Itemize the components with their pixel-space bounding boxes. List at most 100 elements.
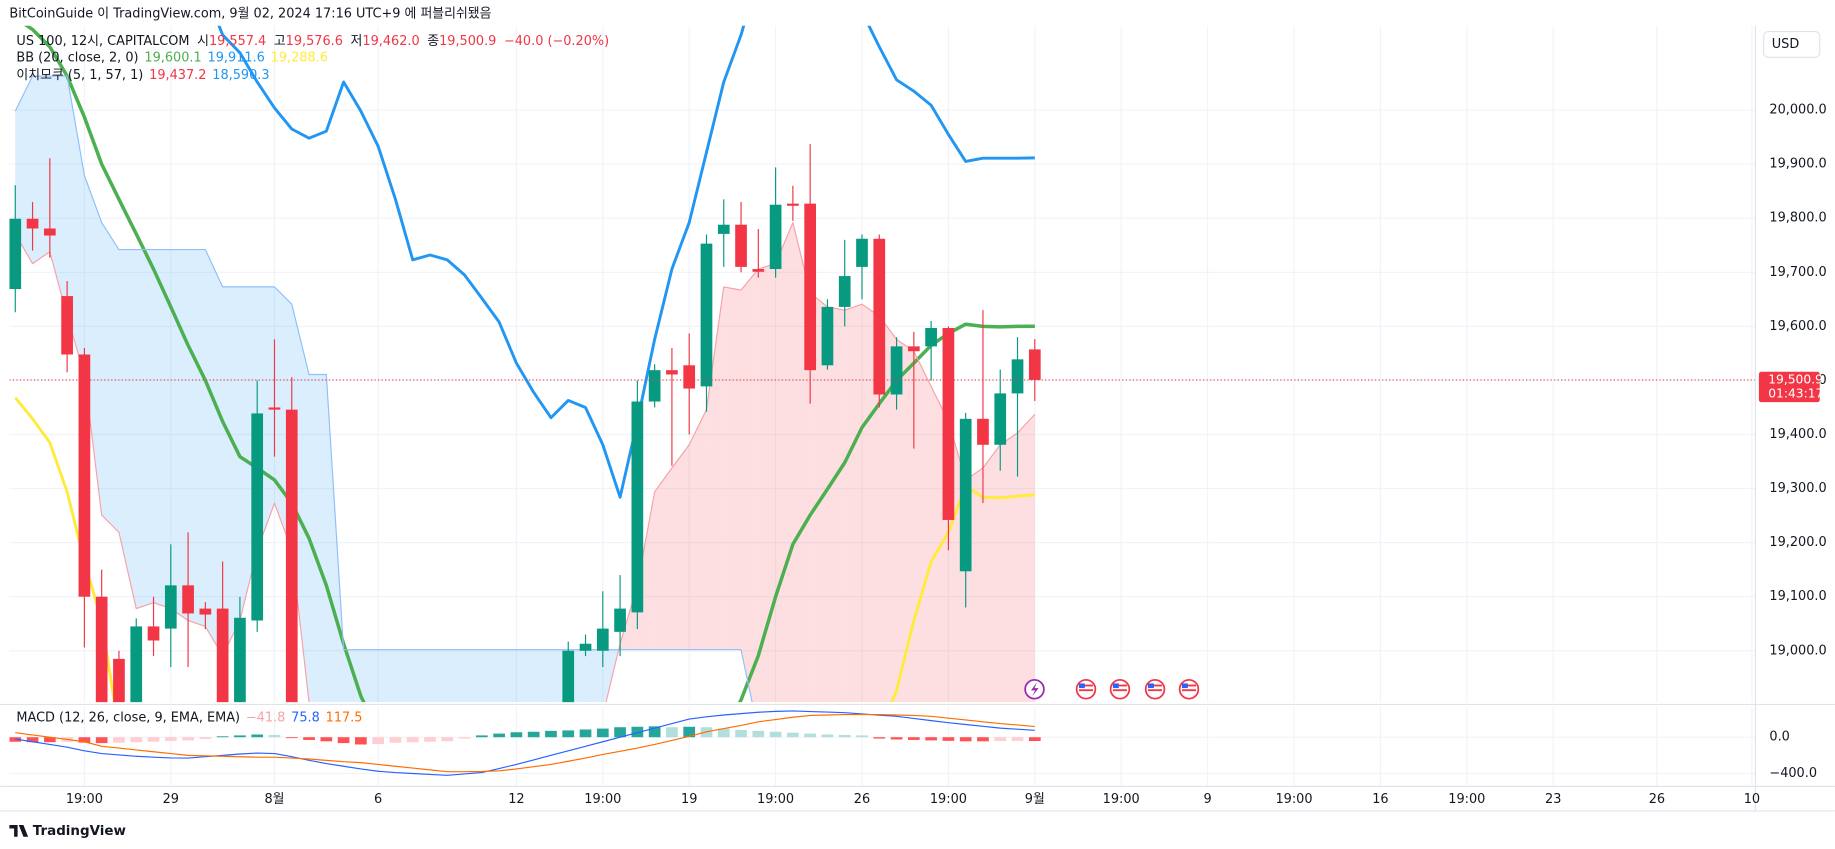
cloud-segment (982, 444, 1001, 703)
histogram-bar (285, 737, 298, 739)
publish-note: BitCoinGuide 이 TradingView.com, 9월 02, 2… (9, 7, 491, 22)
histogram-bar (1011, 737, 1024, 741)
cloud-segment (291, 304, 310, 703)
candle-body (130, 626, 143, 703)
histogram-bar (199, 737, 212, 740)
stripe (1181, 689, 1197, 692)
symbol: US 100, 12시, CAPITALCOM (16, 33, 189, 48)
x-tick-label: 26 (854, 792, 870, 807)
histogram-bar (234, 735, 246, 738)
macd-pane (9, 710, 1041, 776)
x-tick-label: 19:00 (66, 792, 103, 807)
cloud-segment (170, 249, 189, 621)
countdown-label: 01:43:17 (1768, 386, 1823, 400)
cloud-segment (499, 649, 517, 703)
cloud-segment (706, 286, 724, 650)
candle-body (752, 269, 765, 272)
indicator-legend: BB (20, close, 2, 0) 19,600.1 19,911.6 19,2… (16, 50, 327, 65)
cloud-segment (447, 649, 465, 703)
cloud-segment (222, 286, 240, 656)
brand: TradingView (33, 824, 126, 839)
currency-label[interactable]: USD (1772, 37, 1800, 52)
x-tick-label: 19 (681, 792, 697, 807)
candle-body (959, 418, 972, 572)
histogram-bar (1028, 737, 1041, 742)
flag-icon[interactable] (1075, 679, 1097, 700)
cloud-segment (343, 649, 361, 703)
histogram-bar (372, 737, 385, 745)
histogram-bar (182, 737, 194, 741)
histogram-bar (303, 737, 315, 740)
indicator-value: 19,437.2 (149, 67, 206, 82)
candle-body (614, 608, 626, 632)
y-tick-label: 19,800.0 (1769, 211, 1826, 226)
cloud-segment (412, 649, 431, 703)
histogram-bar (804, 733, 817, 738)
currency-button-box[interactable] (1762, 31, 1821, 58)
candle-body (199, 608, 212, 615)
candle-body (942, 327, 955, 520)
canton (1148, 683, 1154, 689)
y-tick-label: 19,400.0 (1769, 427, 1826, 442)
cloud-segment (101, 222, 119, 533)
currency-button[interactable]: USD (1762, 31, 1821, 58)
cloud-segment (15, 76, 33, 264)
histogram-bar (113, 737, 125, 743)
cloud-segment (723, 286, 742, 650)
histogram-bar (441, 737, 454, 742)
high-value: 19,576.6 (286, 33, 343, 48)
histogram-bar (147, 737, 160, 742)
flag-icon[interactable] (1178, 679, 1200, 700)
histogram-bar (666, 727, 678, 738)
candle-body (821, 306, 834, 366)
y-tick-label: 19,300.0 (1769, 481, 1826, 496)
histogram-bar (458, 737, 471, 739)
histogram-bar (43, 737, 56, 743)
cloud-segment (896, 339, 914, 703)
flag-icon[interactable] (1144, 679, 1166, 700)
candle-body (26, 218, 39, 229)
candle-body (700, 243, 713, 387)
ichimoku-line (14, 75, 753, 703)
cloud-segment (810, 292, 828, 703)
event-icons (1024, 679, 1200, 700)
candle-body (648, 370, 661, 402)
stripe (1148, 684, 1163, 687)
candle-body (61, 296, 73, 355)
x-tick-label: 19:00 (930, 792, 967, 807)
candle-body (890, 346, 903, 395)
histogram-bar (579, 729, 592, 738)
histogram-bar (717, 728, 730, 738)
y-tick-label: 0.0 (1769, 730, 1789, 745)
footer: TradingView (9, 824, 126, 839)
ichimoku-line (14, 221, 1036, 703)
histogram-bar (78, 737, 91, 743)
histogram-bar (26, 737, 39, 743)
y-tick-label: 20,000.0 (1769, 103, 1826, 118)
histogram-bar (890, 737, 903, 740)
y-tick-label: 19,700.0 (1769, 265, 1826, 280)
bollinger-line (217, 25, 1035, 499)
candle-body (735, 224, 747, 267)
candle-body (164, 585, 177, 629)
candle-body (562, 650, 575, 703)
y-tick-label: 19,600.0 (1769, 319, 1826, 334)
cloud-segment (913, 351, 932, 703)
flag-icon[interactable] (1109, 679, 1131, 700)
indicator-value: 19,288.6 (271, 50, 328, 65)
histogram-bar (545, 730, 557, 738)
lightning (1031, 682, 1039, 697)
indicator-value: 19,911.6 (208, 50, 265, 65)
low-value: 19,462.0 (362, 33, 419, 48)
histogram-bar (925, 737, 937, 741)
histogram-bar (787, 732, 799, 738)
histogram-bar (838, 734, 851, 738)
cloud-segment (84, 175, 102, 516)
macd-value: 117.5 (326, 710, 363, 725)
indicator-value: 19,600.1 (144, 50, 201, 65)
cloud-segment (188, 249, 206, 627)
canton (1078, 683, 1085, 689)
histogram-bar (510, 732, 523, 738)
